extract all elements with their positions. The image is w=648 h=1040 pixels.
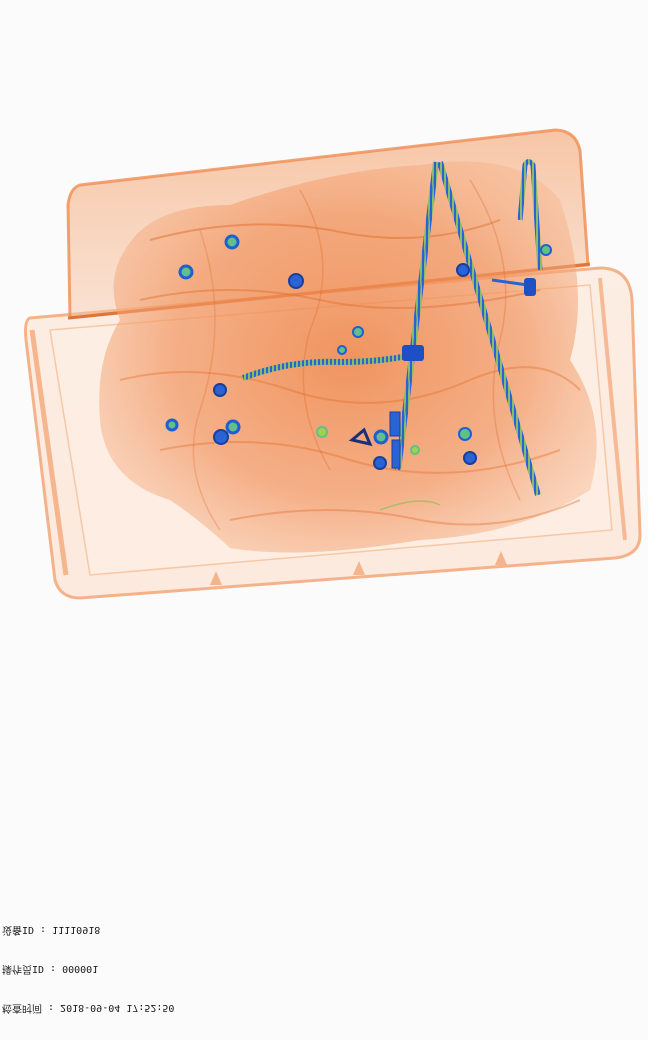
device-id-text: 设备ID : 11110918 — [2, 924, 101, 935]
zipper-right-branch — [437, 161, 541, 496]
scan-info-overlay: 检查时间 : 2018-09-04 17:52:50 操作员ID : 00000… — [2, 924, 262, 1040]
zipper-horizontal — [241, 345, 424, 381]
zipper-slider — [402, 345, 424, 361]
metal-buttons — [165, 234, 552, 470]
zipper-left-branch — [395, 161, 439, 471]
zipper-pull — [524, 278, 536, 296]
zipper-top-right — [491, 159, 543, 296]
inspection-time-text: 检查时间 : 2018-09-04 17:52:50 — [2, 1002, 175, 1013]
operator-id-text: 操作员ID : 000001 — [2, 963, 99, 974]
